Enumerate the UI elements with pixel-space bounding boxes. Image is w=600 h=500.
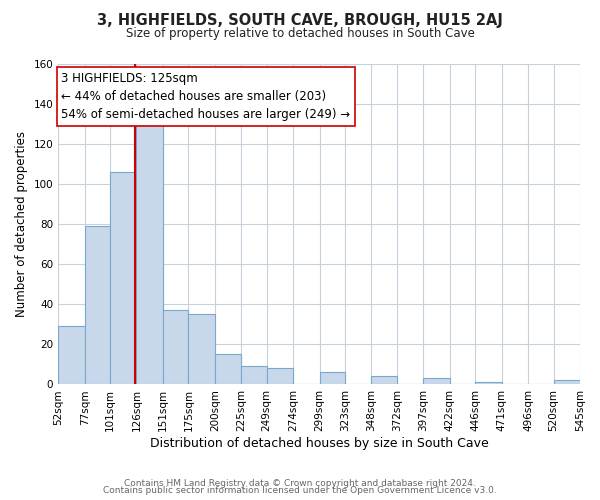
Bar bbox=[110, 172, 136, 384]
Bar bbox=[136, 124, 163, 384]
Bar bbox=[188, 314, 215, 384]
Bar bbox=[58, 326, 85, 384]
Bar bbox=[266, 368, 293, 384]
Bar bbox=[424, 378, 450, 384]
Bar bbox=[241, 366, 266, 384]
Bar bbox=[475, 382, 502, 384]
Bar bbox=[320, 372, 345, 384]
X-axis label: Distribution of detached houses by size in South Cave: Distribution of detached houses by size … bbox=[150, 437, 488, 450]
Text: 3 HIGHFIELDS: 125sqm
← 44% of detached houses are smaller (203)
54% of semi-deta: 3 HIGHFIELDS: 125sqm ← 44% of detached h… bbox=[61, 72, 350, 121]
Bar bbox=[163, 310, 188, 384]
Bar bbox=[371, 376, 397, 384]
Text: Contains public sector information licensed under the Open Government Licence v3: Contains public sector information licen… bbox=[103, 486, 497, 495]
Bar bbox=[215, 354, 241, 384]
Y-axis label: Number of detached properties: Number of detached properties bbox=[15, 131, 28, 317]
Bar bbox=[554, 380, 580, 384]
Text: 3, HIGHFIELDS, SOUTH CAVE, BROUGH, HU15 2AJ: 3, HIGHFIELDS, SOUTH CAVE, BROUGH, HU15 … bbox=[97, 12, 503, 28]
Text: Contains HM Land Registry data © Crown copyright and database right 2024.: Contains HM Land Registry data © Crown c… bbox=[124, 478, 476, 488]
Bar bbox=[85, 226, 110, 384]
Text: Size of property relative to detached houses in South Cave: Size of property relative to detached ho… bbox=[125, 28, 475, 40]
